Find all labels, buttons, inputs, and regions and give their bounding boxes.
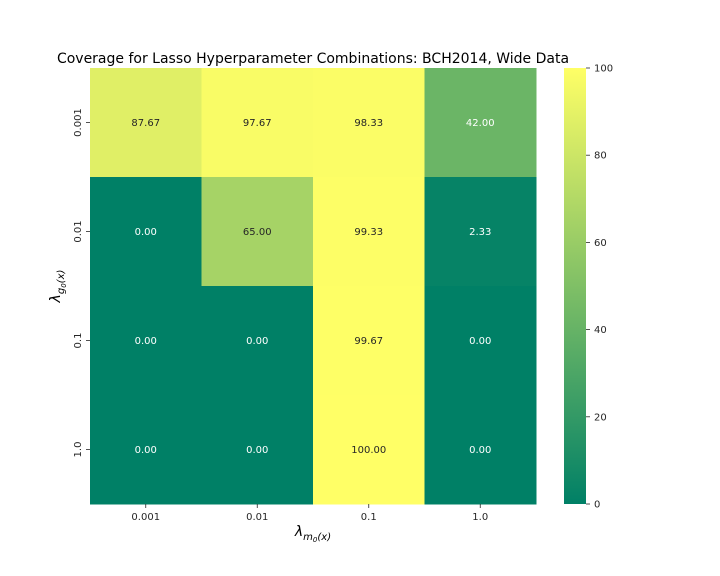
chart-title: Coverage for Lasso Hyperparameter Combin… [57,51,569,67]
y-tick-label: 0.01 [73,220,84,242]
heatmap-cell [313,286,425,396]
y-tick-label: 1.0 [73,442,84,458]
cell-value-label: 2.33 [469,227,491,238]
cell-value-label: 98.33 [354,118,383,129]
colorbar-tick-label: 100 [594,64,613,75]
heatmap-cells [90,68,537,505]
heatmap-cell [424,395,537,505]
colorbar-tick-label: 60 [594,238,607,249]
heatmap-cell [201,68,314,178]
heatmap-cell [424,286,537,396]
y-axis-label: λg0(x) [48,270,68,304]
colorbar [564,68,586,504]
heatmap-cell [201,286,314,396]
x-tick-label: 0.01 [246,512,268,523]
colorbar-tick-label: 0 [594,500,600,511]
cell-value-label: 0.00 [135,445,157,456]
cell-value-label: 0.00 [135,227,157,238]
heatmap-value-labels: 87.67 97.67 98.33 42.00 0.00 65.00 99.33 2.33 0.… [131,118,494,456]
colorbar-tick-label: 20 [594,412,607,423]
cell-value-label: 65.00 [243,227,272,238]
heatmap-cell [313,68,425,178]
cell-value-label: 99.33 [354,227,383,238]
cell-value-label: 0.00 [469,336,491,347]
y-tick-label: 0.1 [73,333,84,349]
cell-value-label: 0.00 [246,336,268,347]
heatmap-cell [90,68,202,178]
heatmap-cell [90,286,202,396]
cell-value-label: 0.00 [135,336,157,347]
x-tick-label: 1.0 [472,512,488,523]
colorbar-tick-label: 40 [594,325,607,336]
axis-label-text: λm0(x) [294,524,331,544]
x-axis-label: λm0(x) [294,524,331,544]
colorbar-tick-label: 80 [594,151,607,162]
cell-value-label: 42.00 [466,118,495,129]
x-tick-label: 0.001 [131,512,160,523]
cell-value-label: 100.00 [351,445,386,456]
heatmap-cell [90,395,202,505]
heatmap-cell [201,177,314,287]
heatmap-cell [424,177,537,287]
cell-value-label: 0.00 [246,445,268,456]
y-axis-ticks: 0.001 0.01 0.1 1.0 [73,108,90,457]
colorbar-ticks: 0 20 40 60 80 100 [586,64,613,511]
cell-value-label: 0.00 [469,445,491,456]
heatmap-cell [313,177,425,287]
heatmap-cell [424,68,537,178]
cell-value-label: 97.67 [243,118,272,129]
y-tick-label: 0.001 [73,108,84,137]
heatmap-cell [201,395,314,505]
heatmap-cell [313,395,425,505]
heatmap-cell [90,177,202,287]
axis-label-text: λg0(x) [48,270,68,304]
x-axis-ticks: 0.001 0.01 0.1 1.0 [131,504,488,523]
cell-value-label: 99.67 [354,336,383,347]
cell-value-label: 87.67 [131,118,160,129]
x-tick-label: 0.1 [361,512,377,523]
